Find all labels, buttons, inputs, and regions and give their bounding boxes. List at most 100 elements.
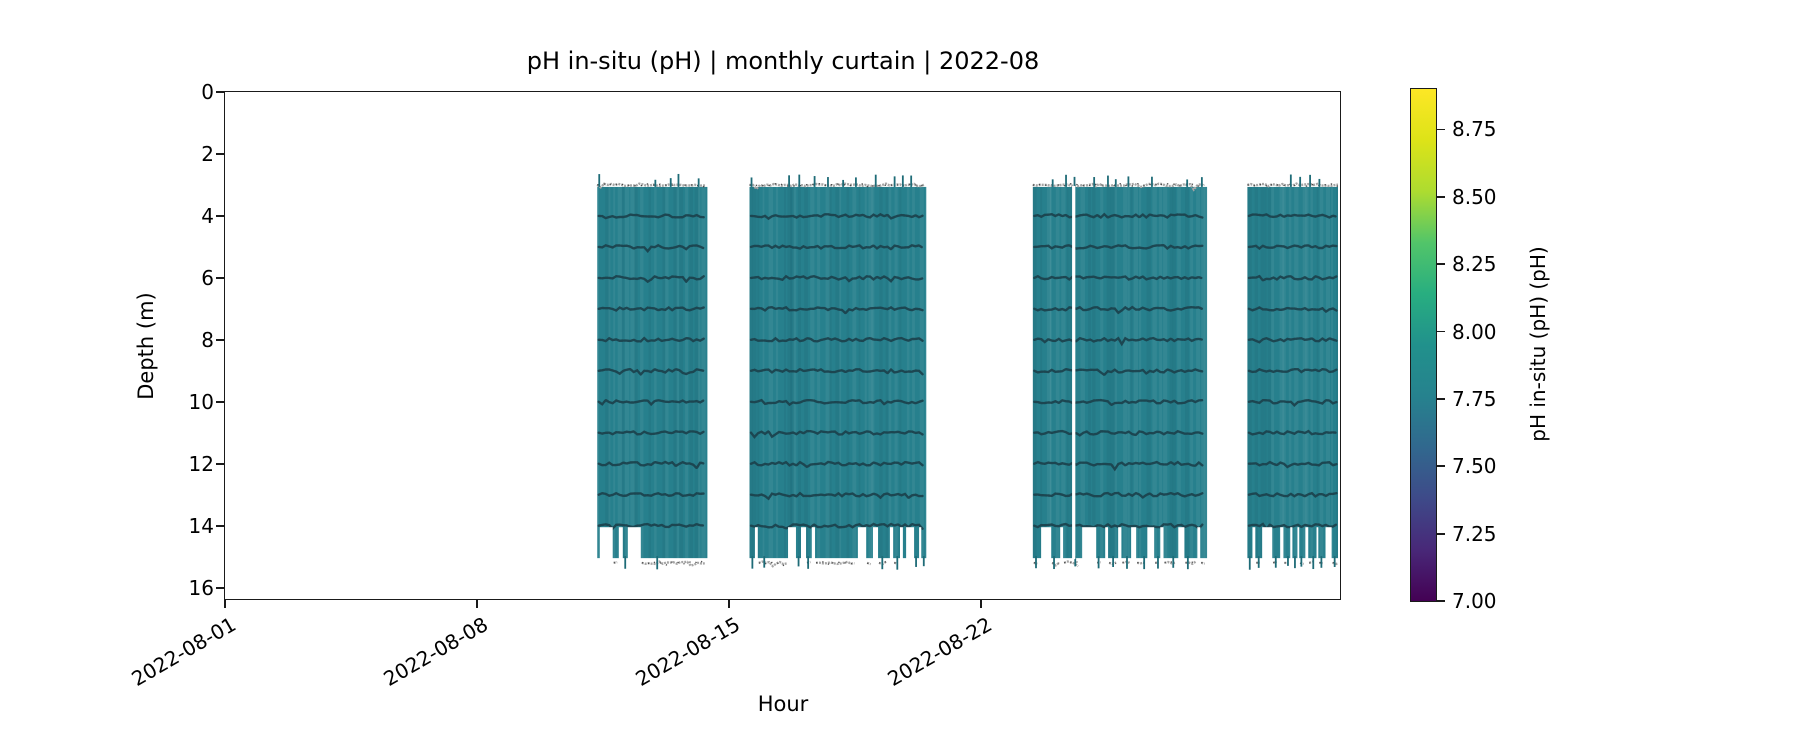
profile-line-5m xyxy=(1247,244,1338,251)
striation xyxy=(1305,186,1309,559)
colorbar-tick-label: 8.00 xyxy=(1452,319,1497,344)
bottom-boundary-line xyxy=(641,560,705,568)
striation xyxy=(846,186,850,559)
profile-line-8m xyxy=(597,336,705,343)
striation xyxy=(810,186,815,559)
striation xyxy=(852,186,857,559)
striation xyxy=(879,186,883,559)
colorbar-tick-label: 8.50 xyxy=(1452,184,1497,209)
striation xyxy=(1092,186,1096,559)
bottom-data-gap xyxy=(1252,527,1256,559)
striation xyxy=(762,186,765,559)
profile-line-12m xyxy=(1033,460,1204,472)
profile-line-9m xyxy=(1033,367,1204,377)
colorbar-tick-mark xyxy=(1437,600,1445,602)
profile-line-11m xyxy=(1247,429,1338,436)
colorbar-tick-mark xyxy=(1437,263,1445,266)
striation xyxy=(1267,186,1271,559)
profile-line-13m xyxy=(749,491,924,501)
plot-area xyxy=(224,91,1341,600)
bottom-data-gap xyxy=(811,527,816,559)
y-tick-mark xyxy=(216,400,224,403)
bottom-data-gap xyxy=(873,527,879,559)
striation xyxy=(925,186,927,559)
bottom-data-gap xyxy=(1060,527,1064,559)
bottom-boundary-flecks xyxy=(1332,561,1338,564)
x-axis-label: Hour xyxy=(757,692,809,716)
y-tick-label: 14 xyxy=(188,513,214,538)
striation xyxy=(1264,186,1267,559)
curtain-interruption xyxy=(1072,185,1076,560)
bottom-data-gap xyxy=(1297,527,1300,559)
striation xyxy=(701,186,706,559)
colorbar-tick-mark xyxy=(1437,397,1445,400)
bottom-data-gap xyxy=(889,527,894,559)
profile-line-9m xyxy=(749,367,924,376)
bottom-data-gap xyxy=(1197,527,1201,559)
profile-line-8m xyxy=(1247,336,1338,344)
striation xyxy=(1088,186,1091,559)
colorbar-tick-label: 7.25 xyxy=(1452,521,1497,546)
y-tick-label: 8 xyxy=(201,327,214,352)
y-tick-mark xyxy=(216,153,224,155)
y-tick-label: 6 xyxy=(201,265,214,290)
striation xyxy=(757,186,760,559)
striation xyxy=(1061,186,1066,559)
bottom-data-gap xyxy=(900,527,903,559)
y-tick-label: 0 xyxy=(201,80,214,104)
striation xyxy=(899,186,902,559)
striation xyxy=(1110,186,1116,559)
bottom-boundary-flecks xyxy=(1319,561,1323,564)
colorbar-tick-label: 7.75 xyxy=(1452,386,1497,411)
colorbar-tick-label: 8.25 xyxy=(1452,252,1497,277)
striation xyxy=(608,186,611,559)
bottom-boundary-flecks xyxy=(1309,562,1313,565)
colorbar xyxy=(1410,88,1437,602)
striation xyxy=(871,186,875,559)
striation xyxy=(694,186,699,559)
colorbar-tick-mark xyxy=(1437,465,1445,468)
bottom-boundary-flecks xyxy=(1063,560,1079,564)
bottom-boundary-flecks xyxy=(1201,561,1205,564)
profile-line-7m xyxy=(597,306,705,312)
striation xyxy=(1139,186,1142,559)
profile-line-13m xyxy=(1033,491,1204,499)
profile-line-14m xyxy=(1247,522,1338,531)
striation xyxy=(839,186,842,559)
profile-line-5m xyxy=(749,244,924,251)
striation xyxy=(835,186,840,559)
bottom-data-gap xyxy=(788,527,796,559)
striation xyxy=(1069,186,1074,559)
profile-line-14m xyxy=(597,522,705,531)
curtain-heatmap xyxy=(596,173,1338,570)
profile-line-12m xyxy=(597,460,705,470)
profile-line-12m xyxy=(1247,460,1338,469)
bottom-data-gap xyxy=(618,527,623,559)
profile-line-6m xyxy=(597,274,705,284)
x-tick-mark xyxy=(476,600,478,608)
bottom-data-gap xyxy=(754,527,758,559)
striation xyxy=(697,186,701,559)
striation xyxy=(1201,186,1205,559)
bottom-data-gap xyxy=(1290,527,1293,559)
striation xyxy=(1302,186,1307,559)
striation xyxy=(654,186,657,559)
bottom-data-gap xyxy=(919,527,922,559)
striation xyxy=(790,186,795,559)
bottom-data-gap xyxy=(1131,527,1137,559)
profile-line-8m xyxy=(749,336,924,343)
striation xyxy=(1316,186,1319,559)
striation xyxy=(1294,186,1299,559)
striation xyxy=(1310,186,1313,559)
profile-line-7m xyxy=(749,305,924,315)
striation xyxy=(1080,186,1085,559)
y-tick-mark xyxy=(216,338,224,341)
striation xyxy=(1032,186,1037,559)
y-tick-label: 4 xyxy=(201,203,214,228)
x-tick-mark xyxy=(980,600,982,608)
y-tick-mark xyxy=(216,462,224,465)
colorbar-tick-label: 8.75 xyxy=(1452,117,1497,142)
striation xyxy=(613,186,616,559)
top-boundary-line xyxy=(1247,182,1338,188)
